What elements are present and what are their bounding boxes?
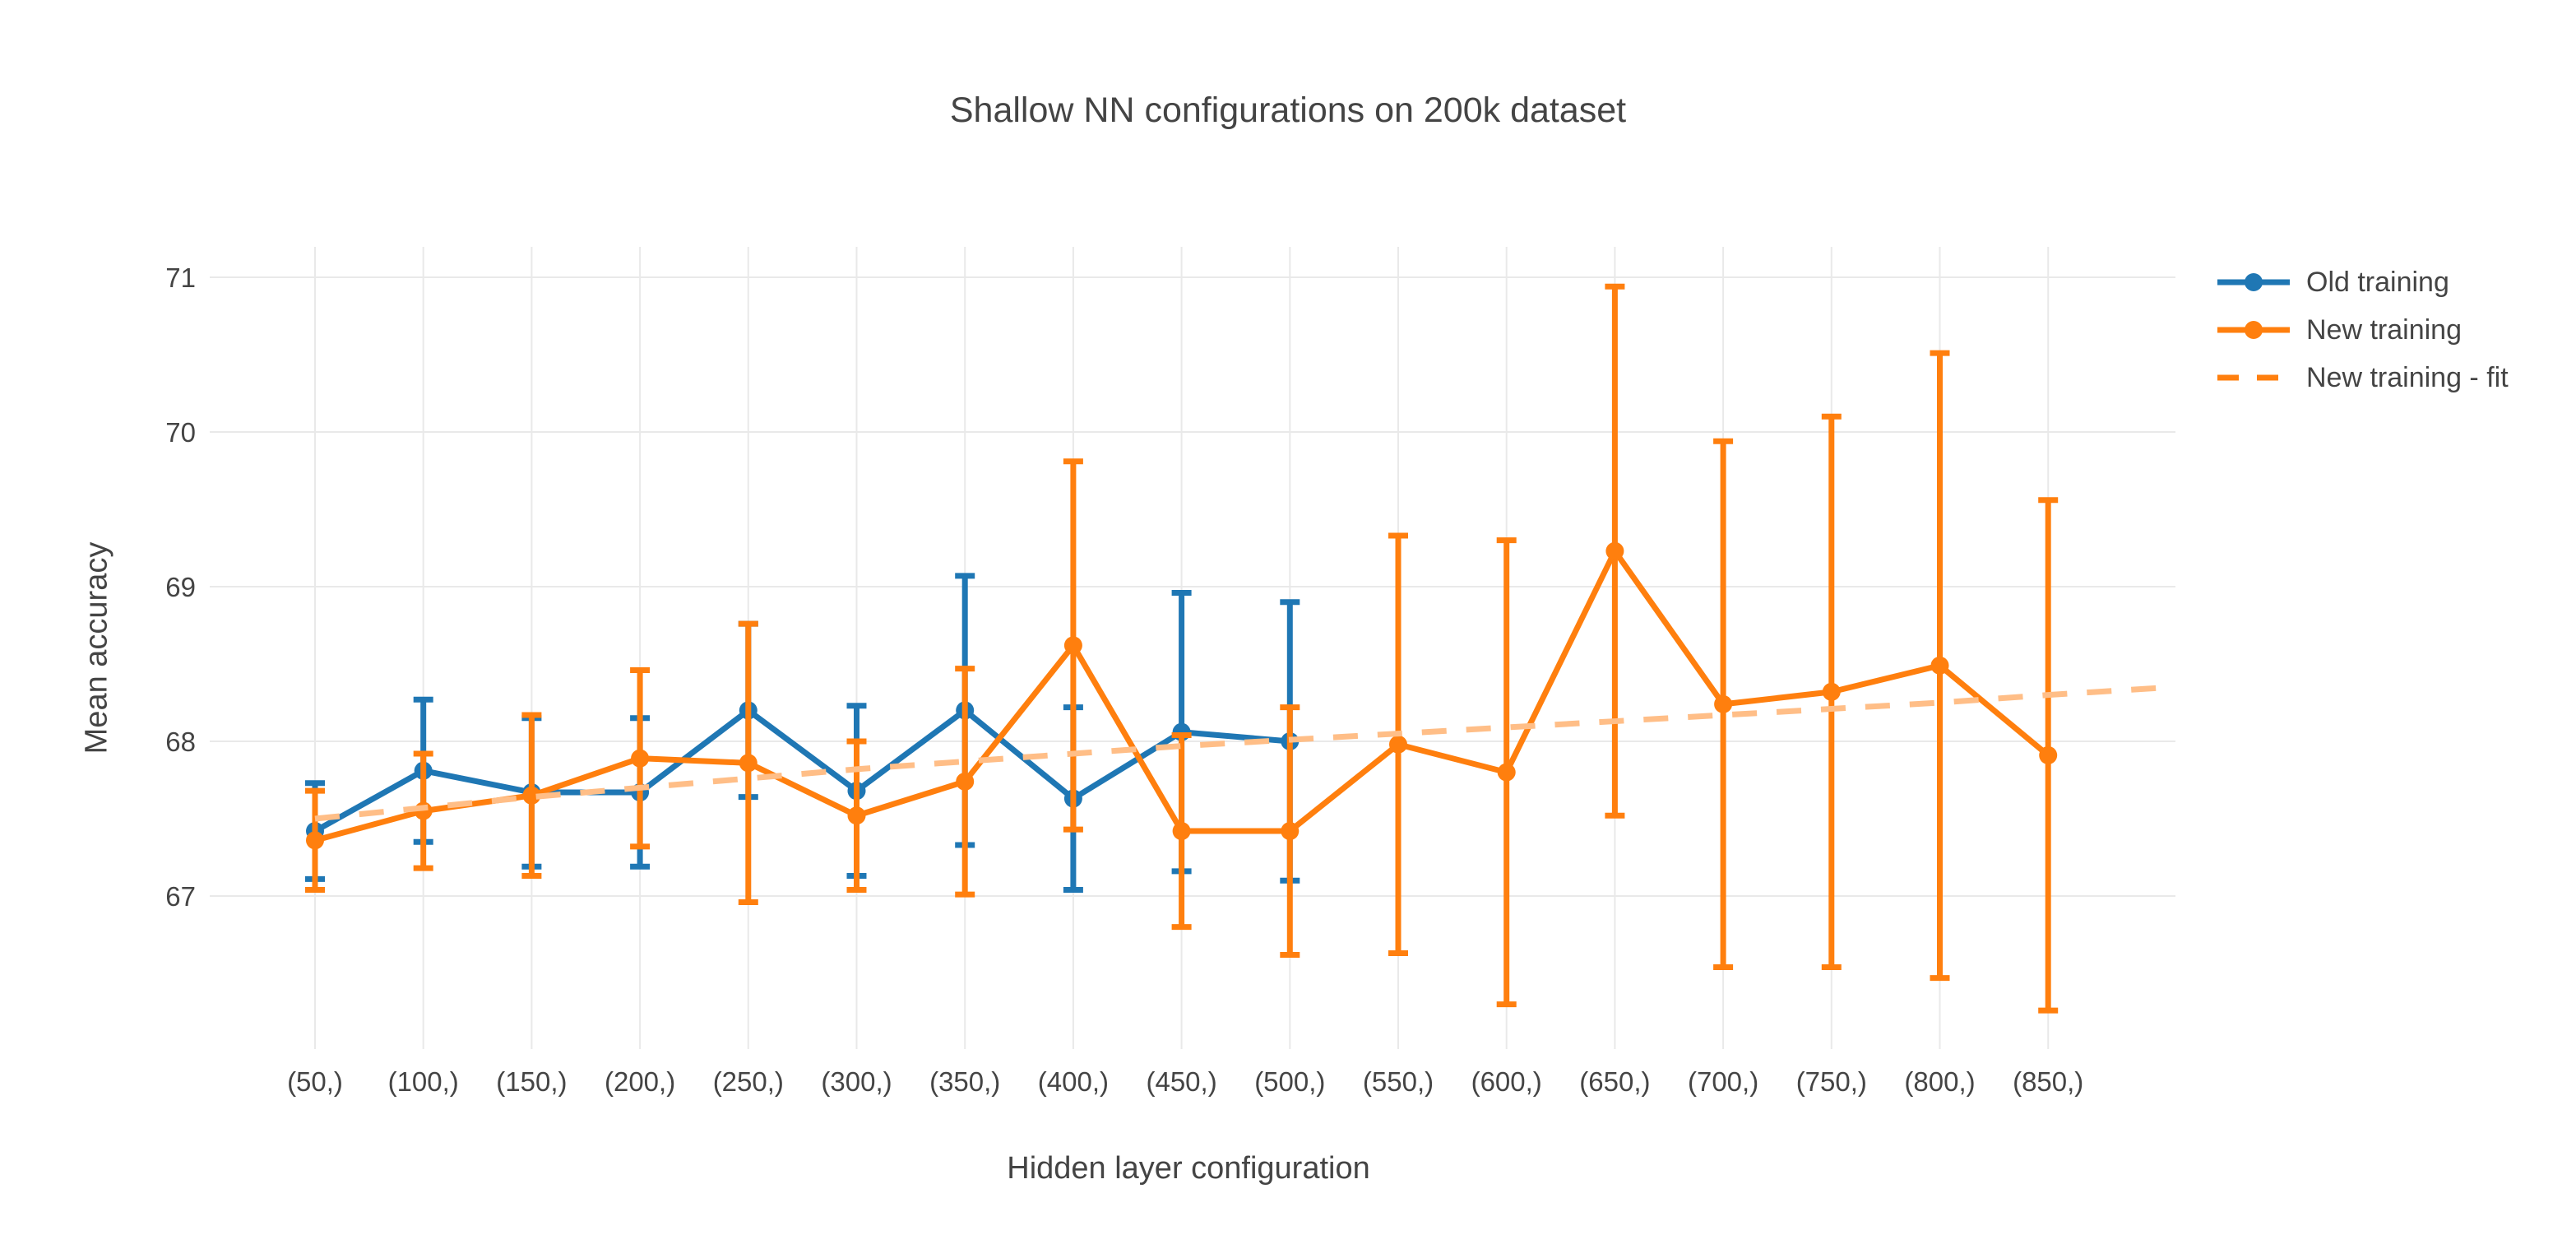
series-new-training: [305, 283, 2059, 1014]
marker-new-training: [1822, 682, 1841, 701]
legend-item-new-training[interactable]: New training: [2216, 306, 2509, 354]
y-axis-title: Mean accuracy: [79, 541, 114, 755]
legend-label: New training - fit: [2306, 361, 2509, 393]
marker-new-training: [1389, 735, 1407, 754]
x-tick-label: (400,): [1038, 1066, 1109, 1097]
x-tick-label: (800,): [1904, 1066, 1975, 1097]
series-fit: [314, 684, 2172, 822]
x-tick-label: (450,): [1146, 1066, 1216, 1097]
old-training-line-marker-swatch-icon: [2217, 273, 2290, 291]
marker-new-training: [1063, 636, 1082, 655]
legend-item-old-training[interactable]: Old training: [2216, 258, 2509, 306]
x-tick-label: (100,): [388, 1066, 459, 1097]
x-tick-label: (150,): [496, 1066, 567, 1097]
x-tick-label: (50,): [287, 1066, 343, 1097]
marker-new-training: [2039, 745, 2058, 764]
new-training-line-marker-swatch-icon: [2217, 321, 2290, 339]
legend-label: Old training: [2306, 266, 2449, 298]
marker-new-training: [1172, 822, 1191, 841]
marker-new-training: [1605, 541, 1624, 560]
x-tick-label: (300,): [821, 1066, 892, 1097]
y-tick-label: 68: [165, 727, 196, 757]
chart-title: Shallow NN configurations on 200k datase…: [949, 91, 1627, 130]
fit-line: [314, 684, 2172, 822]
y-tick-label: 67: [165, 881, 196, 912]
x-tick-label: (350,): [929, 1066, 1000, 1097]
marker-new-training: [847, 806, 866, 825]
gridlines: [210, 247, 2175, 1049]
marker-new-training: [1930, 656, 1949, 675]
x-tick-label: (750,): [1796, 1066, 1867, 1097]
legend-label: New training: [2306, 313, 2462, 346]
series-old-training: [305, 573, 1300, 893]
marker-new-training: [631, 749, 650, 768]
x-tick-label: (200,): [605, 1066, 675, 1097]
x-tick-label: (650,): [1579, 1066, 1650, 1097]
tick-labels: 67 68 69 70 71 (50,) (100,) (150,) (200,) (250,) (…: [165, 262, 2083, 1097]
y-tick-label: 69: [165, 572, 196, 602]
marker-new-training: [739, 754, 758, 773]
marker-new-training: [1497, 763, 1516, 782]
marker-new-training: [956, 772, 975, 791]
legend-item-new-training-fit[interactable]: New training - fit: [2216, 354, 2509, 402]
x-tick-label: (550,): [1363, 1066, 1434, 1097]
x-axis-title: Hidden layer configuration: [1007, 1151, 1370, 1186]
marker-new-training: [306, 831, 324, 850]
legend: Old training New training New training -…: [2216, 258, 2509, 402]
marker-new-training: [1281, 822, 1300, 841]
line-old-training: [312, 707, 1293, 834]
marker-new-training: [522, 786, 541, 805]
x-tick-label: (250,): [713, 1066, 784, 1097]
x-tick-label: (600,): [1471, 1066, 1542, 1097]
x-tick-label: (700,): [1688, 1066, 1758, 1097]
x-tick-label: (500,): [1254, 1066, 1325, 1097]
y-tick-label: 71: [165, 262, 196, 293]
y-tick-label: 70: [165, 417, 196, 448]
x-tick-label: (850,): [2013, 1066, 2083, 1097]
dashed-line-swatch-icon: [2217, 374, 2290, 381]
marker-new-training: [1714, 694, 1733, 713]
